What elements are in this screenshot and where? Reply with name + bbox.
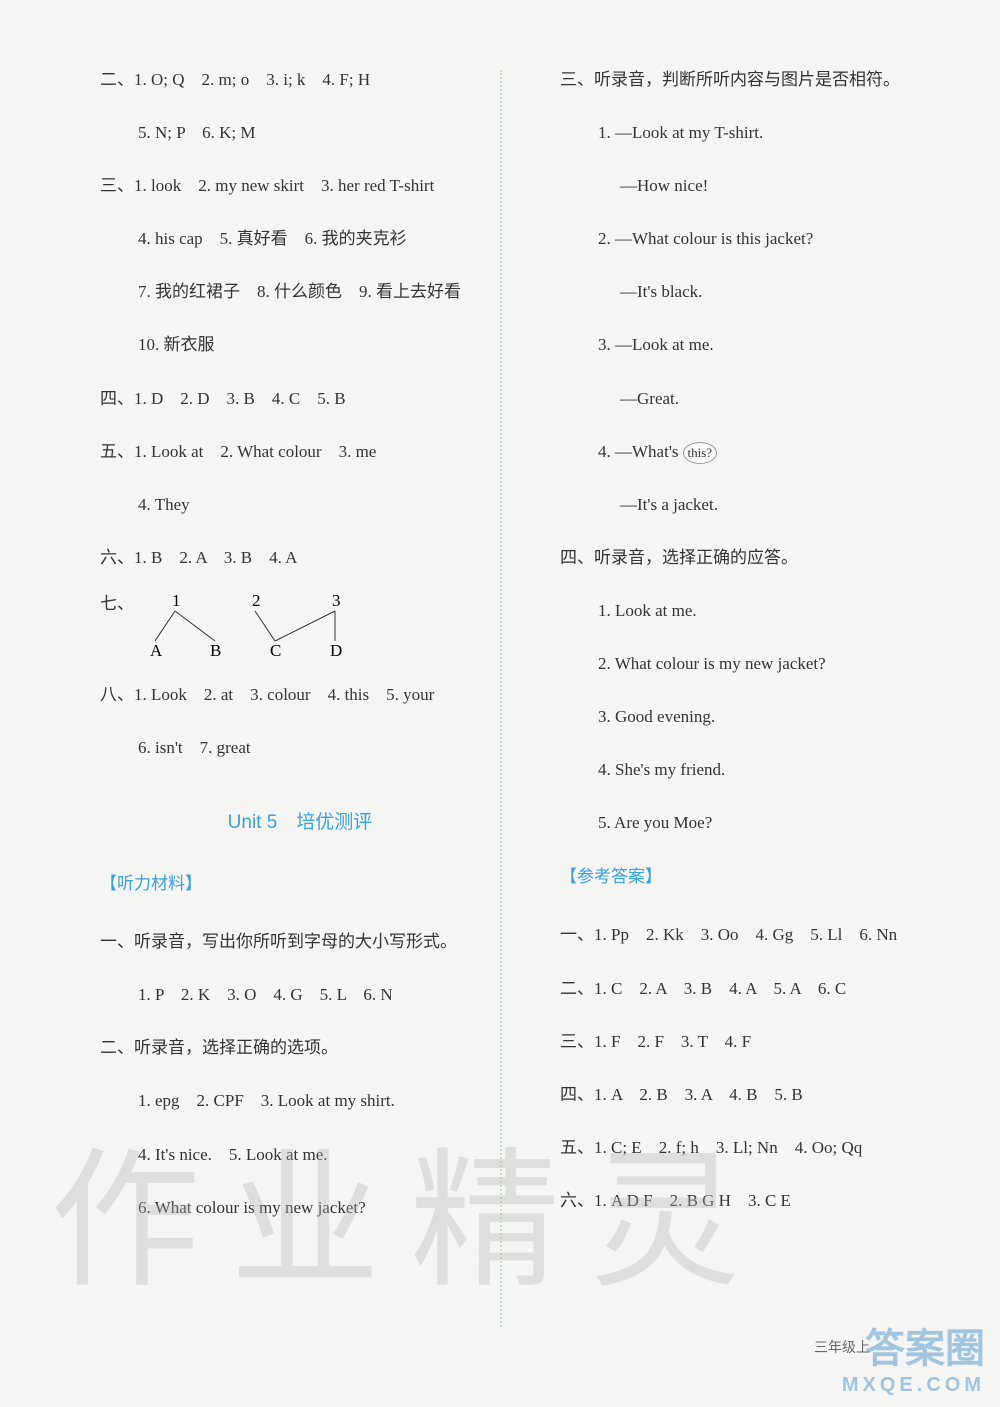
unit5-title: Unit 5 培优测评 [100, 807, 500, 834]
sec2-head: 二、 [100, 70, 134, 89]
ls4-r3: 3. Good evening. [560, 697, 960, 736]
ls2-head: 二、 [100, 1038, 134, 1057]
sec3-head: 三、 [100, 176, 134, 195]
sec8-r1: 1. Look 2. at 3. colour 4. this 5. your [134, 685, 434, 704]
ls2-title: 听录音，选择正确的选项。 [134, 1038, 338, 1057]
a2-head: 二、 [560, 979, 594, 998]
ls3-q2b: —It's black. [560, 272, 960, 311]
ls4-r1: 1. Look at me. [560, 591, 960, 630]
sec2-r2: 5. N; P 6. K; M [100, 113, 500, 152]
sec4-r1: 1. D 2. D 3. B 4. C 5. B [134, 389, 346, 408]
a6-row: 六、1. A D F 2. B G H 3. C E [560, 1181, 960, 1220]
ls3-q2a: 2. —What colour is this jacket? [560, 219, 960, 258]
ls3-q4a: 4. —What's [598, 442, 683, 461]
a3-r1: 1. F 2. F 3. T 4. F [594, 1032, 751, 1051]
sec8-row1: 八、1. Look 2. at 3. colour 4. this 5. you… [100, 675, 500, 714]
sec6-head: 六、 [100, 548, 134, 567]
sec6-r1: 1. B 2. A 3. B 4. A [134, 548, 297, 567]
matching-diagram: 1 2 3 A B C D [142, 591, 382, 661]
a6-r1: 1. A D F 2. B G H 3. C E [594, 1191, 791, 1210]
match-line [155, 611, 175, 641]
ls4-r4: 4. She's my friend. [560, 750, 960, 789]
left-column: 二、1. O; Q 2. m; o 3. i; k 4. F; H 5. N; … [100, 60, 530, 1367]
ls2-r3: 6. What colour is my new jacket? [100, 1188, 500, 1227]
m-bot-a: A [150, 641, 163, 660]
ls3-title: 听录音，判断所听内容与图片是否相符。 [594, 70, 900, 89]
ls3-head: 三、 [560, 70, 594, 89]
ls3-q3a: 3. —Look at me. [560, 325, 960, 364]
m-bot-d: D [330, 641, 342, 660]
m-bot-c: C [270, 641, 281, 660]
sec3-r3: 7. 我的红裙子 8. 什么颜色 9. 看上去好看 [100, 272, 500, 311]
sec3-r1: 1. look 2. my new skirt 3. her red T-shi… [134, 176, 434, 195]
page-root: 二、1. O; Q 2. m; o 3. i; k 4. F; H 5. N; … [0, 0, 1000, 1407]
a5-head: 五、 [560, 1138, 594, 1157]
m-top-1: 1 [172, 591, 181, 610]
m-top-3: 3 [332, 591, 341, 610]
m-top-2: 2 [252, 591, 261, 610]
page-footer: 三年级上 [814, 1337, 870, 1357]
ls1-title: 听录音，写出你所听到字母的大小写形式。 [134, 932, 457, 951]
a3-row: 三、1. F 2. F 3. T 4. F [560, 1022, 960, 1061]
ls2-r2: 4. It's nice. 5. Look at me. [100, 1135, 500, 1174]
ls3-q4b: —It's a jacket. [560, 485, 960, 524]
a2-row: 二、1. C 2. A 3. B 4. A 5. A 6. C [560, 969, 960, 1008]
sec4-row: 四、1. D 2. D 3. B 4. C 5. B [100, 379, 500, 418]
m-bot-b: B [210, 641, 221, 660]
sec3-row1: 三、1. look 2. my new skirt 3. her red T-s… [100, 166, 500, 205]
match-line [275, 611, 335, 641]
sec7-matching: 七、 1 2 3 A B C D [100, 591, 500, 661]
ls4-title-row: 四、听录音，选择正确的应答。 [560, 538, 960, 577]
sec5-r1: 1. Look at 2. What colour 3. me [134, 442, 376, 461]
a1-r1: 1. Pp 2. Kk 3. Oo 4. Gg 5. Ll 6. Nn [594, 925, 897, 944]
ls3-title-row: 三、听录音，判断所听内容与图片是否相符。 [560, 60, 960, 99]
a6-head: 六、 [560, 1191, 594, 1210]
a5-row: 五、1. C; E 2. f; h 3. Ll; Nn 4. Oo; Qq [560, 1128, 960, 1167]
a4-head: 四、 [560, 1085, 594, 1104]
ls3-q1a: 1. —Look at my T-shirt. [560, 113, 960, 152]
ls4-r5: 5. Are you Moe? [560, 803, 960, 842]
sec2-r1: 1. O; Q 2. m; o 3. i; k 4. F; H [134, 70, 370, 89]
right-column: 三、听录音，判断所听内容与图片是否相符。 1. —Look at my T-sh… [530, 60, 960, 1367]
answer-label: 【参考答案】 [560, 862, 960, 887]
ls2-r1: 1. epg 2. CPF 3. Look at my shirt. [100, 1081, 500, 1120]
sec8-r2: 6. isn't 7. great [100, 728, 500, 767]
sec2-row1: 二、1. O; Q 2. m; o 3. i; k 4. F; H [100, 60, 500, 99]
listening-label: 【听力材料】 [100, 869, 500, 894]
ls1-head: 一、 [100, 932, 134, 951]
ls2-title-row: 二、听录音，选择正确的选项。 [100, 1028, 500, 1067]
sec3-r2: 4. his cap 5. 真好看 6. 我的夹克衫 [100, 219, 500, 258]
match-line [175, 611, 215, 641]
ls4-title: 听录音，选择正确的应答。 [594, 548, 798, 567]
ls3-q4a-row: 4. —What's this? [560, 432, 960, 471]
ls1-title-row: 一、听录音，写出你所听到字母的大小写形式。 [100, 922, 500, 961]
sec5-r2: 4. They [100, 485, 500, 524]
a4-r1: 1. A 2. B 3. A 4. B 5. B [594, 1085, 803, 1104]
a5-r1: 1. C; E 2. f; h 3. Ll; Nn 4. Oo; Qq [594, 1138, 862, 1157]
sec4-head: 四、 [100, 389, 134, 408]
ls1-r1: 1. P 2. K 3. O 4. G 5. L 6. N [100, 975, 500, 1014]
a4-row: 四、1. A 2. B 3. A 4. B 5. B [560, 1075, 960, 1114]
ls4-head: 四、 [560, 548, 594, 567]
ls4-r2: 2. What colour is my new jacket? [560, 644, 960, 683]
ls3-q3b: —Great. [560, 379, 960, 418]
sec5-row1: 五、1. Look at 2. What colour 3. me [100, 432, 500, 471]
match-line [255, 611, 275, 641]
ls3-q1b: —How nice! [560, 166, 960, 205]
sec3-r4: 10. 新衣服 [100, 325, 500, 364]
circled-this: this? [683, 442, 717, 464]
sec5-head: 五、 [100, 442, 134, 461]
sec7-head: 七、 [100, 591, 134, 617]
a1-head: 一、 [560, 925, 594, 944]
sec6-row: 六、1. B 2. A 3. B 4. A [100, 538, 500, 577]
watermark-url: MXQE.COM [842, 1374, 985, 1397]
sec8-head: 八、 [100, 685, 134, 704]
a2-r1: 1. C 2. A 3. B 4. A 5. A 6. C [594, 979, 846, 998]
a3-head: 三、 [560, 1032, 594, 1051]
a1-row: 一、1. Pp 2. Kk 3. Oo 4. Gg 5. Ll 6. Nn [560, 915, 960, 954]
